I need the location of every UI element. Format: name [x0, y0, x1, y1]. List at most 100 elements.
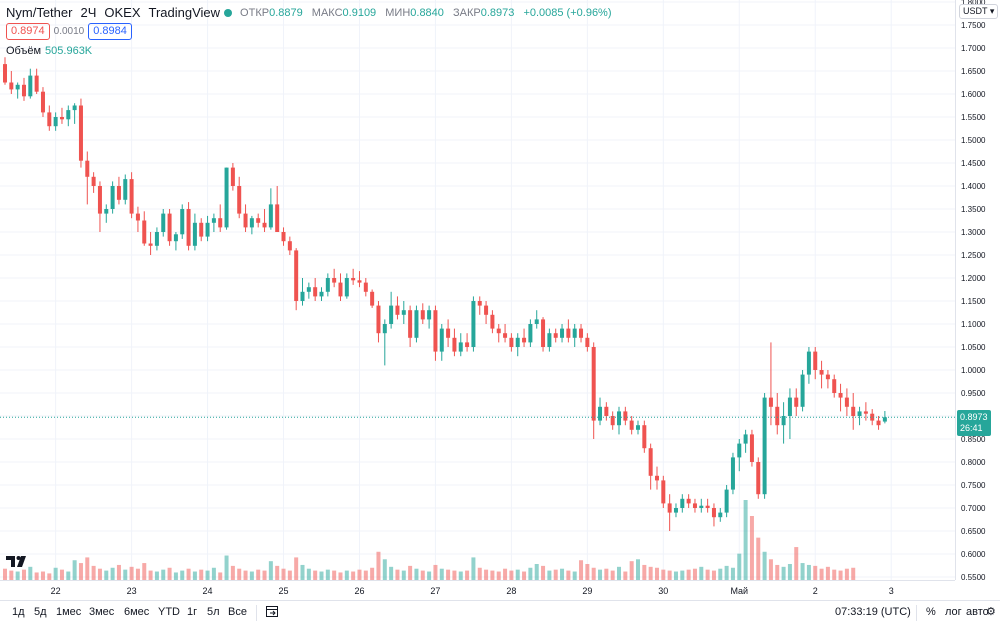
volume-bar [420, 570, 425, 580]
volume-bar [363, 570, 368, 580]
candle [395, 296, 400, 320]
candle-body [800, 374, 805, 407]
candle-body [116, 186, 121, 200]
settings-gear-icon[interactable]: ⚙ [986, 606, 996, 618]
candle [382, 319, 387, 366]
candle-body [357, 280, 362, 283]
price-tick-label: 1.7000 [961, 44, 986, 53]
candle [749, 429, 754, 467]
candle-body [851, 406, 856, 416]
candle-body [648, 448, 653, 476]
volume-bar [116, 564, 121, 580]
price-tick-label: 0.5500 [961, 573, 986, 580]
exchange-label: OKEX [104, 5, 141, 20]
volume-bar [579, 560, 584, 580]
time-tick-label: 26 [354, 586, 364, 596]
candle-body [509, 337, 514, 347]
candle [224, 167, 229, 230]
candle [332, 268, 337, 288]
time-tick-label: Май [730, 586, 748, 596]
time-tick-label: 27 [430, 586, 440, 596]
go-to-date-icon[interactable] [265, 604, 279, 621]
range-1m[interactable]: 1мес [56, 606, 82, 618]
candle [401, 301, 406, 324]
candle [319, 287, 324, 301]
time-axis[interactable]: 222324252627282930Май234 [0, 580, 970, 601]
volume-bar [503, 568, 508, 580]
candle-body [344, 278, 349, 297]
candle-body [699, 505, 704, 508]
volume-bar [490, 570, 495, 580]
candle [452, 328, 457, 357]
sell-price-button[interactable]: 0.8974 [6, 23, 50, 40]
candle [844, 388, 849, 416]
candle-body [768, 397, 773, 407]
candle [376, 301, 381, 343]
volume-bar [661, 569, 666, 580]
candle-body [775, 406, 780, 426]
candle-body [53, 117, 58, 127]
low-label: МИН [385, 6, 411, 19]
time-tick-label: 24 [203, 586, 213, 596]
countdown-value: 26:41 [960, 423, 983, 433]
candle [503, 324, 508, 343]
price-axis[interactable]: 1.8000 1.7500 1.7000 1.6500 1.6000 1.5500 1.50… [955, 0, 1000, 582]
buy-price-button[interactable]: 0.8984 [88, 23, 132, 40]
range-3m[interactable]: 3мес [89, 606, 115, 618]
candle [781, 402, 786, 444]
range-5d[interactable]: 5д [34, 606, 47, 618]
interval-label[interactable]: 2Ч [80, 5, 97, 20]
candle-body [806, 351, 811, 375]
symbol-name[interactable]: Nym/Tether [6, 5, 73, 20]
range-ytd[interactable]: YTD [158, 606, 180, 618]
percent-toggle[interactable]: % [926, 606, 936, 618]
volume-legend[interactable]: Объём 505.963K [6, 45, 92, 57]
volume-bar [749, 516, 754, 580]
price-tick-label: 1.0500 [961, 343, 986, 352]
candlestick-chart[interactable] [0, 0, 968, 580]
candle-body [667, 503, 672, 513]
candle [173, 232, 178, 251]
volume-bar [338, 572, 343, 580]
range-5y[interactable]: 5л [207, 606, 220, 618]
range-1d[interactable]: 1д [12, 606, 25, 618]
candle-body [205, 222, 210, 237]
range-6m[interactable]: 6мес [124, 606, 150, 618]
time-scale[interactable]: 222324252627282930Май234 [0, 581, 970, 601]
tradingview-logo[interactable] [6, 554, 30, 573]
auto-toggle[interactable]: авто [966, 606, 989, 618]
candle-body [636, 425, 640, 430]
candle-body [66, 110, 71, 120]
range-all[interactable]: Все [228, 606, 247, 618]
candle [344, 273, 349, 299]
candle [528, 319, 533, 347]
volume-bar [91, 565, 96, 580]
clock-timezone[interactable]: 07:33:19 (UTC) [835, 606, 911, 618]
high-value: 0.9109 [342, 6, 377, 19]
volume-bar [730, 567, 735, 580]
volume-bar [173, 572, 178, 580]
candle-body [148, 243, 153, 246]
volume-bar [230, 565, 235, 580]
candle [863, 402, 868, 421]
candle-body [598, 406, 603, 421]
candle-body [528, 324, 533, 343]
candle-body [490, 314, 495, 329]
volume-bar [313, 570, 318, 580]
volume-bar [66, 571, 71, 580]
price-tick-label: 1.2000 [961, 274, 986, 283]
volume-bar [781, 566, 786, 580]
time-tick-label: 28 [506, 586, 516, 596]
price-tick-label: 0.8000 [961, 458, 986, 467]
currency-button[interactable]: USDT ▾ [959, 4, 999, 19]
candle [47, 105, 52, 131]
volume-bar [148, 570, 153, 580]
candle-body [154, 232, 159, 246]
price-scale[interactable]: 1.8000 1.7500 1.7000 1.6500 1.6000 1.5500 1.50… [956, 0, 1000, 582]
range-1y[interactable]: 1г [187, 606, 198, 618]
candle [832, 374, 837, 398]
volume-bar [452, 570, 457, 580]
chart-pane[interactable]: Nym/Tether 2Ч OKEX TradingView ОТКР0.887… [0, 0, 968, 580]
log-toggle[interactable]: лог [945, 606, 962, 618]
candle [471, 296, 476, 352]
